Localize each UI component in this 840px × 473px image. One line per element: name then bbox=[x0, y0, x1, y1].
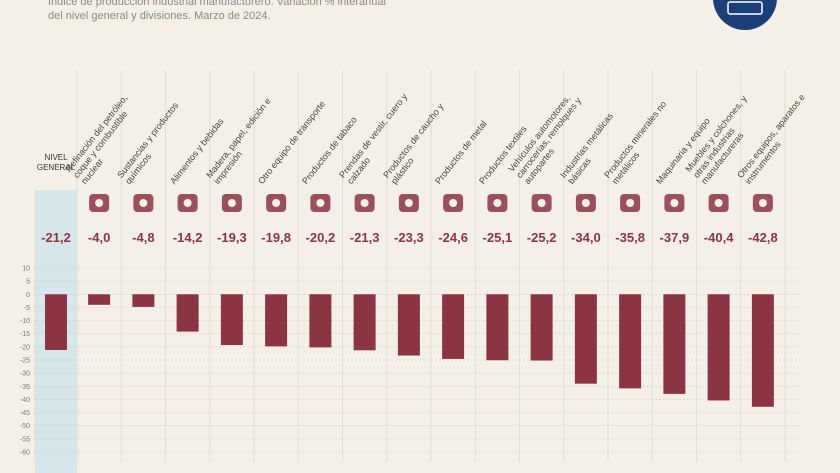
category-icon-detail bbox=[360, 199, 369, 207]
subtitle-line: del nivel general y divisiones. Marzo de… bbox=[48, 10, 271, 22]
y-tick-label: -25 bbox=[20, 358, 30, 365]
value-label: -23,3 bbox=[394, 230, 424, 245]
bar bbox=[45, 294, 67, 351]
y-tick-label: -55 bbox=[20, 436, 30, 443]
value-label: -4,8 bbox=[132, 230, 154, 245]
y-tick-label: -30 bbox=[20, 371, 30, 378]
y-tick-label: 10 bbox=[22, 266, 30, 273]
bar bbox=[442, 294, 465, 359]
bar bbox=[176, 294, 199, 332]
value-label: -21,3 bbox=[350, 230, 380, 245]
bar bbox=[530, 294, 553, 361]
value-label: -4,0 bbox=[88, 230, 110, 245]
y-tick-label: 0 bbox=[26, 292, 30, 299]
bar bbox=[132, 294, 155, 307]
subtitle-line: Índice de producción industrial manufact… bbox=[48, 0, 386, 8]
category-icon-detail bbox=[316, 199, 325, 207]
logo-mark bbox=[727, 1, 763, 15]
value-label: -14,2 bbox=[173, 230, 203, 245]
category-icon-detail bbox=[626, 199, 635, 207]
category-icon-detail bbox=[183, 199, 192, 207]
value-label: -40,4 bbox=[704, 230, 734, 245]
y-tick-label: -60 bbox=[20, 450, 30, 457]
category-icon-detail bbox=[758, 199, 767, 207]
value-label: -25,2 bbox=[527, 230, 557, 245]
bar bbox=[88, 294, 111, 305]
category-icon-detail bbox=[449, 199, 458, 207]
value-label: -19,8 bbox=[261, 230, 291, 245]
y-tick-label: -45 bbox=[20, 410, 30, 417]
y-tick-label: -5 bbox=[24, 305, 30, 312]
y-tick-label: -10 bbox=[20, 318, 30, 325]
y-tick-label: -35 bbox=[20, 384, 30, 391]
y-tick-label: -15 bbox=[20, 331, 30, 338]
bar bbox=[574, 294, 597, 384]
value-label: -19,3 bbox=[217, 230, 247, 245]
category-icon-detail bbox=[670, 199, 679, 207]
y-tick-label: -40 bbox=[20, 397, 30, 404]
logo bbox=[713, 0, 777, 30]
category-icon-detail bbox=[227, 199, 236, 207]
category-icon-detail bbox=[537, 199, 546, 207]
y-tick-label: -20 bbox=[20, 344, 30, 351]
bar bbox=[220, 294, 243, 346]
bar bbox=[707, 294, 730, 401]
category-label: NIVEL GENERAL bbox=[36, 153, 76, 172]
bar bbox=[486, 294, 509, 361]
category-icon-detail bbox=[139, 199, 148, 207]
category-icon-detail bbox=[272, 199, 281, 207]
bar bbox=[751, 294, 774, 407]
value-label: -42,8 bbox=[748, 230, 778, 245]
bar bbox=[309, 294, 332, 348]
bar bbox=[353, 294, 376, 351]
bar bbox=[619, 294, 642, 389]
y-tick-label: -50 bbox=[20, 423, 30, 430]
bar bbox=[663, 294, 686, 394]
value-label: -20,2 bbox=[306, 230, 336, 245]
value-label: -35,8 bbox=[615, 230, 645, 245]
value-label: -24,6 bbox=[438, 230, 468, 245]
bar bbox=[397, 294, 420, 356]
category-icon-detail bbox=[581, 199, 590, 207]
y-tick-label: 5 bbox=[26, 279, 30, 286]
value-label: -21,2 bbox=[41, 230, 71, 245]
category-icon-detail bbox=[493, 199, 502, 207]
value-label: -25,1 bbox=[483, 230, 513, 245]
value-label: -37,9 bbox=[660, 230, 690, 245]
category-icon-detail bbox=[404, 199, 413, 207]
value-label: -34,0 bbox=[571, 230, 601, 245]
bar bbox=[265, 294, 288, 347]
category-icon-detail bbox=[95, 199, 104, 207]
category-icon-detail bbox=[714, 199, 723, 207]
